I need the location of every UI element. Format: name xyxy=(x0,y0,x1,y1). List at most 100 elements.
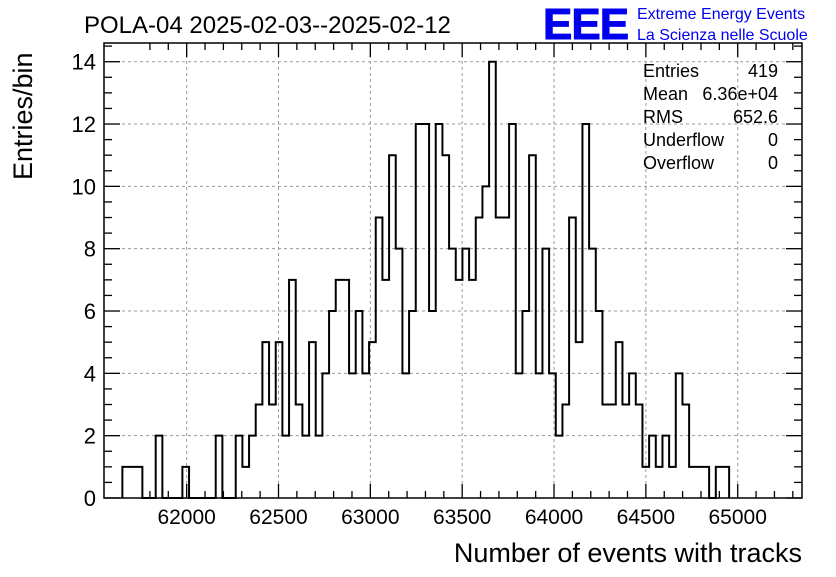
histogram-bin-0 xyxy=(122,467,129,498)
histogram-bin-39 xyxy=(382,280,389,498)
stat-label-underflow: Underflow xyxy=(643,130,725,150)
histogram-bin-90 xyxy=(722,467,729,498)
x-tick-label-6: 65000 xyxy=(709,506,767,529)
histogram-bin-43 xyxy=(409,311,416,498)
eee-logo-line1: Extreme Energy Events xyxy=(637,6,805,23)
histogram-bin-21 xyxy=(262,342,269,498)
histogram-bin-26 xyxy=(296,405,303,498)
x-tick-label-0: 62000 xyxy=(157,506,215,529)
histogram-bin-52 xyxy=(469,280,476,498)
histogram-bin-17 xyxy=(236,436,243,498)
x-tick-label-1: 62500 xyxy=(249,506,307,529)
histogram-bin-82 xyxy=(669,467,676,498)
histogram-bin-70 xyxy=(589,249,596,498)
histogram-bin-74 xyxy=(616,342,623,498)
histogram-bin-45 xyxy=(422,124,429,498)
histogram-bin-36 xyxy=(362,373,369,498)
histogram-bin-35 xyxy=(356,311,363,498)
histogram-bin-25 xyxy=(289,280,296,498)
y-axis-label: Entries/bin xyxy=(8,52,38,180)
histogram-bin-76 xyxy=(629,373,636,498)
histogram-bin-81 xyxy=(662,436,669,498)
histogram-bin-84 xyxy=(682,405,689,498)
histogram-bin-1 xyxy=(129,467,136,498)
eee-logo: EEE Extreme Energy Events La Scienza nel… xyxy=(543,0,808,50)
y-tick-label-5: 10 xyxy=(72,174,96,199)
plot-background xyxy=(104,43,802,498)
histogram-bin-61 xyxy=(529,155,536,498)
eee-logo-mark: EEE xyxy=(543,0,628,49)
histogram-bin-85 xyxy=(689,467,696,498)
stat-label-entries: Entries xyxy=(643,61,699,81)
histogram-bin-42 xyxy=(402,373,409,498)
x-axis-label: Number of events with tracks xyxy=(454,538,802,568)
histogram-bin-87 xyxy=(702,467,709,498)
y-axis: 0 2 4 6 8 10 12 14 xyxy=(72,45,802,511)
x-tick-label-4: 64000 xyxy=(525,506,583,529)
histogram-bin-30 xyxy=(322,373,329,498)
histogram-bin-46 xyxy=(429,311,436,498)
histogram-bin-18 xyxy=(242,467,249,498)
histogram-bin-44 xyxy=(416,124,423,498)
histogram-bin-33 xyxy=(342,280,349,498)
histogram-bin-47 xyxy=(436,124,443,498)
histogram-bin-28 xyxy=(309,342,316,498)
histogram-bin-48 xyxy=(442,155,449,498)
y-tick-label-6: 12 xyxy=(72,112,96,137)
histogram-bin-34 xyxy=(349,373,356,498)
stat-label-mean: Mean xyxy=(643,84,688,104)
y-tick-label-3: 6 xyxy=(84,299,96,324)
histogram-bin-79 xyxy=(649,436,656,498)
histogram-bin-24 xyxy=(282,436,289,498)
histogram-bin-56 xyxy=(496,218,503,498)
histogram-bin-57 xyxy=(502,218,509,498)
histogram-bin-54 xyxy=(482,186,489,498)
histogram-bin-71 xyxy=(596,311,603,498)
histogram-outline xyxy=(121,60,731,499)
plot-frame xyxy=(103,42,803,499)
histogram-bin-50 xyxy=(456,280,463,498)
histogram-bin-20 xyxy=(256,405,263,498)
histogram-bin-55 xyxy=(489,62,496,498)
histogram-bin-65 xyxy=(556,436,563,498)
y-tick-label-7: 14 xyxy=(72,50,96,75)
x-axis: 62000 62500 63000 63500 64000 64500 65000 xyxy=(149,43,794,529)
histogram-bin-22 xyxy=(269,405,276,498)
y-tick-label-4: 8 xyxy=(84,237,96,262)
histogram-bin-37 xyxy=(369,342,376,498)
histogram-bin-31 xyxy=(329,311,336,498)
stat-value-entries: 419 xyxy=(748,61,778,81)
histogram-bin-2 xyxy=(136,467,143,498)
histogram-bin-80 xyxy=(656,467,663,498)
histogram-bin-67 xyxy=(569,218,576,498)
stats-box: Entries 419 Mean 6.36e+04 RMS 652.6 Underflow 0… xyxy=(643,61,778,173)
histogram-series xyxy=(121,60,731,499)
histogram-bin-73 xyxy=(609,405,616,498)
histogram-bin-53 xyxy=(476,218,483,498)
histogram-bin-83 xyxy=(676,373,683,498)
stat-label-rms: RMS xyxy=(643,107,683,127)
histogram-bin-59 xyxy=(516,373,523,498)
histogram-bin-77 xyxy=(636,405,643,498)
eee-logo-line2: La Scienza nelle Scuole xyxy=(637,27,808,44)
x-tick-label-3: 63500 xyxy=(433,506,491,529)
histogram-bin-64 xyxy=(549,373,556,498)
stat-value-mean: 6.36e+04 xyxy=(702,84,778,104)
histogram-bin-38 xyxy=(376,218,383,498)
histogram-bin-51 xyxy=(462,249,469,498)
histogram-bin-19 xyxy=(249,436,256,498)
y-tick-label-2: 4 xyxy=(84,361,96,386)
y-tick-label-0: 0 xyxy=(84,486,96,511)
histogram-bin-72 xyxy=(602,405,609,498)
histogram-bin-32 xyxy=(336,280,343,498)
stat-value-rms: 652.6 xyxy=(733,107,778,127)
histogram-bin-41 xyxy=(396,249,403,498)
histogram-bin-5 xyxy=(156,436,163,498)
chart-title: POLA-04 2025-02-03--2025-02-12 xyxy=(84,12,451,39)
histogram-bin-62 xyxy=(536,373,543,498)
histogram-bin-69 xyxy=(582,124,589,498)
histogram-bin-9 xyxy=(182,467,189,498)
histogram-bin-60 xyxy=(522,311,529,498)
